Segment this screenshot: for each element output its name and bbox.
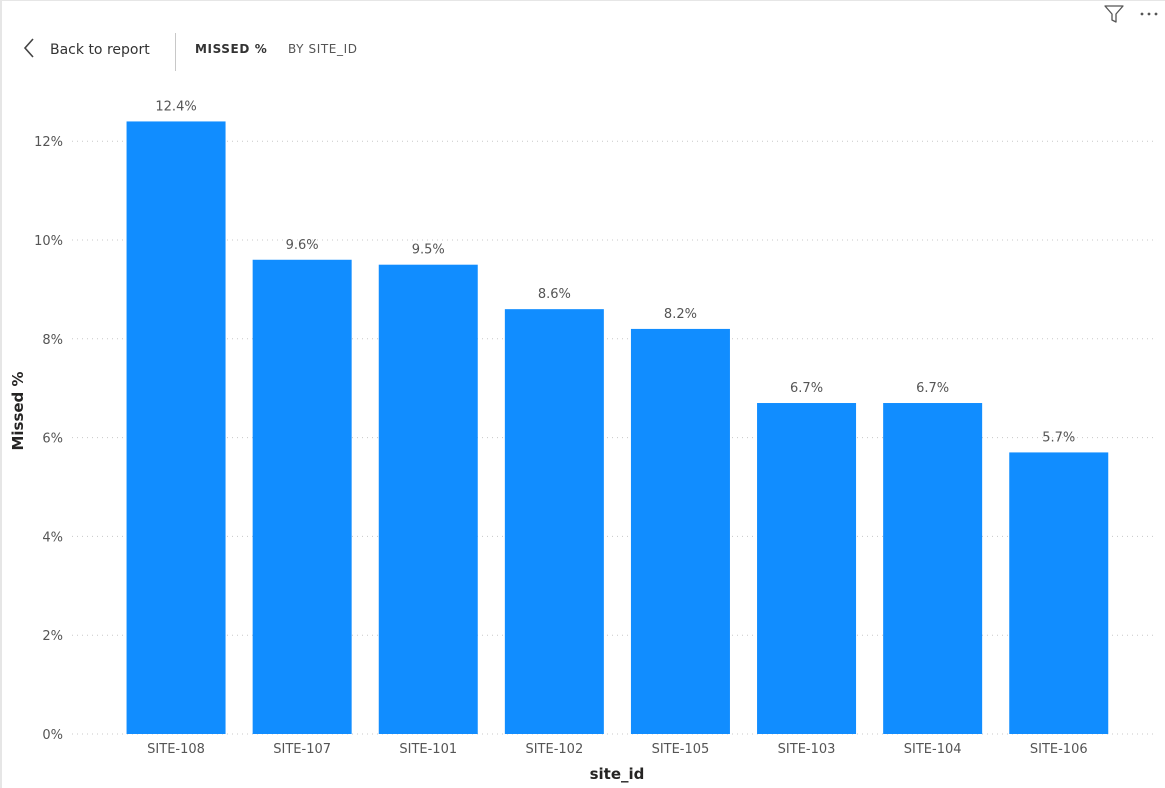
x-tick-label: SITE-106 [1030,742,1088,757]
data-label: 6.7% [916,381,949,396]
x-tick-label: SITE-104 [904,742,962,757]
y-tick-label: 4% [42,530,63,545]
frame-top-border [0,0,1165,1]
data-labels: 12.4% 9.6% 9.5% 8.6% 8.2% 6.7% 6.7% 5.7% [155,99,1075,445]
visual-subtitle: BY SITE_ID [288,42,358,56]
x-axis-ticks: SITE-108 SITE-107 SITE-101 SITE-102 SITE-105… [147,742,1087,757]
data-label: 5.7% [1042,430,1075,445]
bar-site-101[interactable] [378,264,478,734]
back-to-report-button[interactable]: Back to report [22,37,150,63]
data-label: 8.6% [538,287,571,302]
bar-site-107[interactable] [252,259,352,734]
visual-header: Back to report MISSED % BY SITE_ID [0,30,700,72]
x-tick-label: SITE-105 [652,742,710,757]
bar-site-106[interactable] [1009,452,1109,734]
data-label: 9.6% [286,238,319,253]
bar-site-102[interactable] [504,309,604,734]
bar-site-103[interactable] [757,403,857,734]
data-label: 9.5% [412,243,445,258]
x-tick-label: SITE-102 [525,742,583,757]
data-label: 12.4% [155,99,196,114]
x-tick-label: SITE-107 [273,742,331,757]
header-divider [175,33,176,71]
bar-site-108[interactable] [126,121,226,734]
visual-header-icons [1103,4,1159,24]
y-axis-title: Missed % [9,371,27,450]
y-tick-label: 0% [42,728,63,743]
bars [126,121,1109,734]
y-tick-label: 10% [34,234,63,249]
y-axis-ticks: 0% 2% 4% 6% 8% 10% 12% [34,135,63,743]
data-label: 6.7% [790,381,823,396]
bar-site-104[interactable] [883,403,983,734]
x-tick-label: SITE-103 [778,742,836,757]
filter-icon[interactable] [1103,4,1125,24]
frame-left-border [0,0,2,788]
chevron-left-icon [22,37,36,63]
y-tick-label: 12% [34,135,63,150]
y-tick-label: 8% [42,333,63,348]
gridlines [72,140,1155,735]
x-tick-label: SITE-108 [147,742,205,757]
data-label: 8.2% [664,307,697,322]
x-axis-title: site_id [590,765,645,783]
bar-site-105[interactable] [630,328,730,734]
more-options-icon[interactable] [1139,4,1159,24]
visual-title: MISSED % [195,42,268,56]
y-tick-label: 6% [42,432,63,447]
y-tick-label: 2% [42,629,63,644]
x-tick-label: SITE-101 [399,742,457,757]
back-to-report-label: Back to report [50,42,150,58]
